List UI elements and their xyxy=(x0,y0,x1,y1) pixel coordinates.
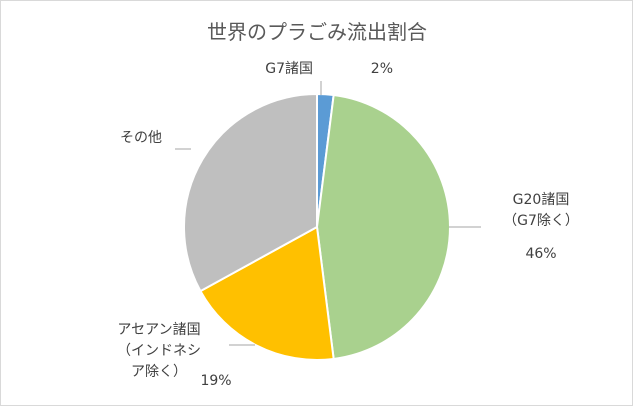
slice-label: アセアン諸国 xyxy=(117,322,200,338)
leader-lines xyxy=(175,81,481,346)
pie-slice xyxy=(183,92,318,293)
pie-slices xyxy=(183,92,451,361)
slice-label: その他 xyxy=(120,130,162,146)
slice-value-label: 46% xyxy=(525,246,556,262)
slice-label: G20諸国 xyxy=(513,192,570,208)
slice-label: （インドネシ xyxy=(117,343,201,359)
slice-value-label: 19% xyxy=(200,373,231,389)
slice-value-label: 2% xyxy=(371,61,393,77)
slice-label: ア除く） xyxy=(131,364,187,380)
pie-slice xyxy=(315,93,451,361)
slice-label: （G7除く） xyxy=(503,213,579,229)
slice-label: G7諸国 xyxy=(265,61,313,77)
chart-title: 世界のプラごみ流出割合 xyxy=(207,20,427,44)
pie-slice xyxy=(199,225,335,361)
